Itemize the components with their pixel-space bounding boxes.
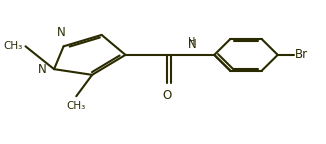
Text: Br: Br bbox=[295, 48, 308, 61]
Text: N: N bbox=[38, 63, 47, 76]
Text: N: N bbox=[57, 26, 66, 39]
Text: O: O bbox=[162, 89, 171, 102]
Text: CH₃: CH₃ bbox=[4, 41, 23, 51]
Text: N: N bbox=[188, 38, 197, 51]
Text: H: H bbox=[188, 37, 195, 48]
Text: CH₃: CH₃ bbox=[67, 101, 86, 111]
